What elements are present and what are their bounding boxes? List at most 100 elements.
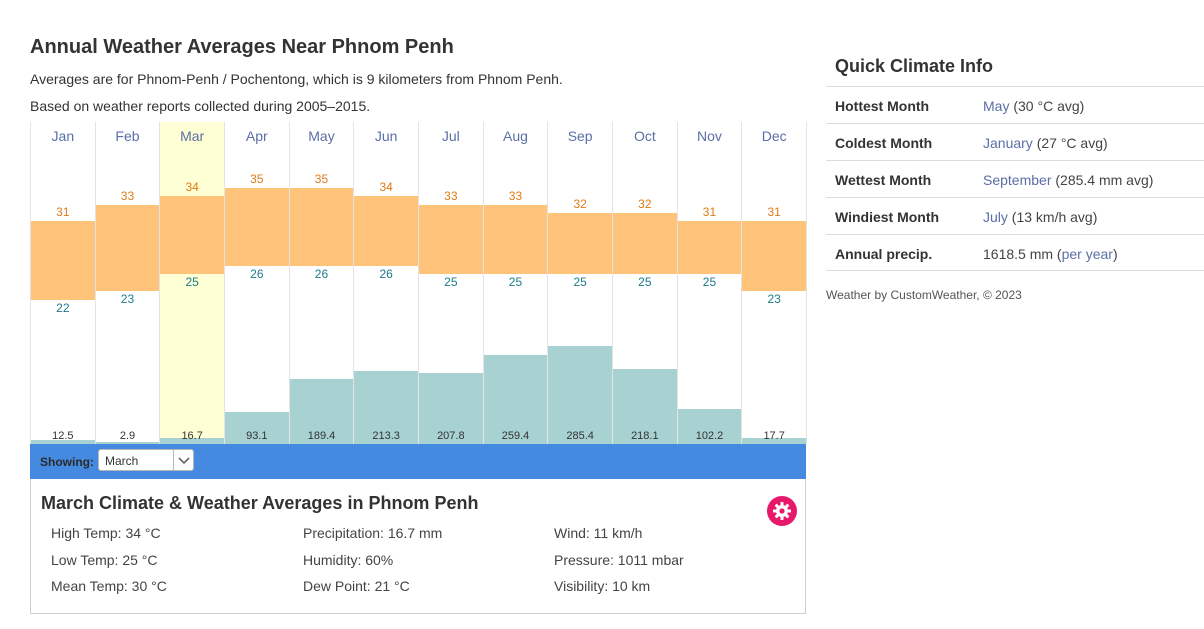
quick-info-title: Quick Climate Info — [835, 56, 994, 76]
low-temp-label: 26 — [379, 267, 393, 281]
info-key: Hottest Month — [835, 98, 930, 114]
stat-high-temp: High Temp: 34 °C — [51, 525, 161, 541]
precip-bar — [742, 438, 806, 444]
month-label: May — [308, 128, 335, 144]
info-value: 1618.5 mm (per year) — [983, 246, 1118, 262]
month-column-oct[interactable]: Oct 32 25 218.1 — [613, 122, 678, 444]
month-label: Apr — [245, 128, 268, 144]
precip-label: 93.1 — [246, 430, 268, 442]
info-value: September (285.4 mm avg) — [983, 172, 1153, 188]
paren-close: ) — [1112, 246, 1118, 262]
temp-range-bar — [677, 221, 742, 274]
low-temp-label: 25 — [638, 275, 652, 289]
precip-label: 213.3 — [372, 430, 400, 442]
month-column-dec[interactable]: Dec 31 23 17.7 — [742, 122, 807, 444]
stat-pressure: Pressure: 1011 mbar — [554, 552, 684, 568]
month-label: Sep — [567, 128, 593, 144]
info-row-annual-precip: Annual precip. 1618.5 mm (per year) — [826, 234, 1204, 271]
stat-humidity: Humidity: 60% — [303, 552, 394, 568]
precip-label: 218.1 — [631, 430, 659, 442]
month-label: Aug — [503, 128, 528, 144]
windiest-month-link[interactable]: July — [983, 209, 1008, 225]
showing-bar: Showing: March — [30, 444, 806, 479]
month-column-mar[interactable]: Mar 34 25 16.7 — [160, 122, 225, 444]
temp-range-bar — [95, 205, 160, 291]
gear-icon — [773, 502, 791, 520]
high-temp-label: 33 — [508, 189, 523, 203]
high-temp-label: 34 — [379, 180, 393, 194]
month-column-feb[interactable]: Feb 33 23 2.9 — [95, 122, 161, 444]
wettest-month-link[interactable]: September — [983, 172, 1052, 188]
month-select-value: March — [105, 454, 139, 468]
info-row-hottest: Hottest Month May (30 °C avg) — [826, 86, 1204, 123]
precip-bar — [31, 440, 95, 444]
precip-label: 189.4 — [307, 430, 336, 442]
hottest-month-link[interactable]: May — [983, 98, 1010, 114]
precip-bar — [419, 373, 483, 444]
low-temp-label: 26 — [314, 267, 329, 281]
credit-text: Weather by CustomWeather, © 2023 — [826, 288, 1022, 302]
high-temp-label: 34 — [185, 180, 199, 194]
info-row-windiest: Windiest Month July (13 km/h avg) — [826, 197, 1204, 234]
precip-label: 16.7 — [181, 430, 203, 442]
month-column-jan[interactable]: Jan 31 22 12.5 — [31, 122, 96, 444]
climate-chart: Jan 31 22 12.5 Feb 33 23 2.9 Mar 34 25 16.7 Apr 35 26 9… — [30, 122, 807, 444]
month-label: Dec — [761, 128, 787, 144]
low-temp-label: 25 — [508, 275, 523, 289]
precip-bar — [354, 371, 418, 444]
low-temp-label: 25 — [444, 275, 458, 289]
temp-range-bar — [548, 213, 612, 274]
month-label: Jul — [441, 128, 460, 144]
precip-label: 12.5 — [52, 430, 74, 442]
low-temp-label: 25 — [702, 275, 717, 289]
month-column-apr[interactable]: Apr 35 26 93.1 — [225, 122, 290, 444]
month-column-sep[interactable]: Sep 32 25 285.4 — [548, 122, 613, 444]
high-temp-label: 32 — [573, 197, 587, 211]
low-temp-label: 25 — [573, 275, 587, 289]
stat-wind: Wind: 11 km/h — [554, 525, 643, 541]
details-title: March Climate & Weather Averages in Phno… — [41, 493, 479, 513]
stat-dew-point: Dew Point: 21 °C — [303, 578, 410, 594]
period-note: Based on weather reports collected durin… — [30, 98, 371, 114]
temp-range-bar — [483, 205, 548, 274]
stat-precipitation: Precipitation: 16.7 mm — [303, 525, 443, 541]
precip-label: 259.4 — [501, 430, 530, 442]
info-value: January (27 °C avg) — [983, 135, 1108, 151]
month-column-jul[interactable]: Jul 33 25 207.8 — [419, 122, 484, 444]
temp-range-bar — [289, 188, 354, 266]
high-temp-label: 31 — [702, 205, 717, 219]
settings-button[interactable] — [767, 496, 797, 526]
precip-bar — [548, 346, 612, 444]
month-label: Oct — [633, 128, 656, 144]
low-temp-label: 25 — [185, 275, 199, 289]
month-label: Jan — [51, 128, 75, 144]
month-column-may[interactable]: May 35 26 189.4 — [289, 122, 355, 444]
stat-visibility: Visibility: 10 km — [554, 578, 651, 594]
month-label: Mar — [180, 128, 205, 144]
month-column-nov[interactable]: Nov 31 25 102.2 — [677, 122, 743, 444]
page-title: Annual Weather Averages Near Phnom Penh — [30, 36, 454, 58]
temp-range-bar — [225, 188, 289, 266]
chevron-down-icon[interactable] — [177, 453, 191, 467]
high-temp-label: 33 — [120, 189, 135, 203]
month-column-jun[interactable]: Jun 34 26 213.3 — [354, 122, 419, 444]
precip-label: 207.8 — [437, 430, 465, 442]
precip-bar — [289, 379, 354, 444]
annual-precip-value: 1618.5 mm — [983, 246, 1054, 262]
info-value-text: (285.4 mm avg) — [1051, 172, 1154, 188]
low-temp-label: 26 — [250, 267, 264, 281]
precip-label: 17.7 — [763, 430, 785, 442]
high-temp-label: 32 — [638, 197, 652, 211]
coldest-month-link[interactable]: January — [983, 135, 1033, 151]
precip-bar — [677, 409, 742, 444]
info-row-coldest: Coldest Month January (27 °C avg) — [826, 123, 1204, 160]
info-value-text: (13 km/h avg) — [1007, 209, 1098, 225]
month-column-aug[interactable]: Aug 33 25 259.4 — [483, 122, 549, 444]
info-key: Annual precip. — [835, 246, 933, 262]
precip-bar — [95, 442, 160, 444]
info-value: July (13 km/h avg) — [983, 209, 1097, 225]
low-temp-label: 23 — [120, 292, 135, 306]
month-select[interactable]: March — [98, 449, 194, 471]
per-year-link[interactable]: per year — [1061, 246, 1113, 262]
high-temp-label: 35 — [314, 172, 329, 186]
